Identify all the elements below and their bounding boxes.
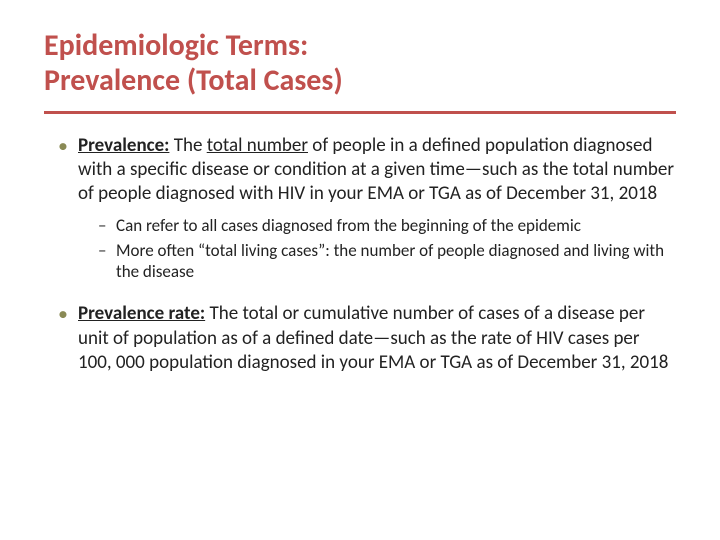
sub-bullet-list: Can refer to all cases diagnosed from th…	[78, 215, 676, 283]
title-underline-rule	[44, 111, 676, 114]
bullet-item-prevalence: Prevalence: The total number of people i…	[54, 134, 676, 283]
bullet-list: Prevalence: The total number of people i…	[44, 134, 676, 376]
bullet-item-prevalence-rate: Prevalence rate: The total or cumulative…	[54, 302, 676, 375]
title-line-2: Prevalence (Total Cases)	[44, 63, 676, 98]
sub-bullet-2: More often “total living cases”: the num…	[96, 240, 676, 283]
slide-title: Epidemiologic Terms: Prevalence (Total C…	[44, 28, 676, 99]
sub-bullet-1: Can refer to all cases diagnosed from th…	[96, 215, 676, 236]
title-line-1: Epidemiologic Terms:	[44, 28, 676, 63]
term-prevalence-rate: Prevalence rate:	[78, 302, 205, 325]
bullet1-pre: The	[169, 134, 206, 157]
bullet1-underlined: total number	[207, 134, 308, 157]
term-prevalence: Prevalence:	[78, 134, 169, 157]
